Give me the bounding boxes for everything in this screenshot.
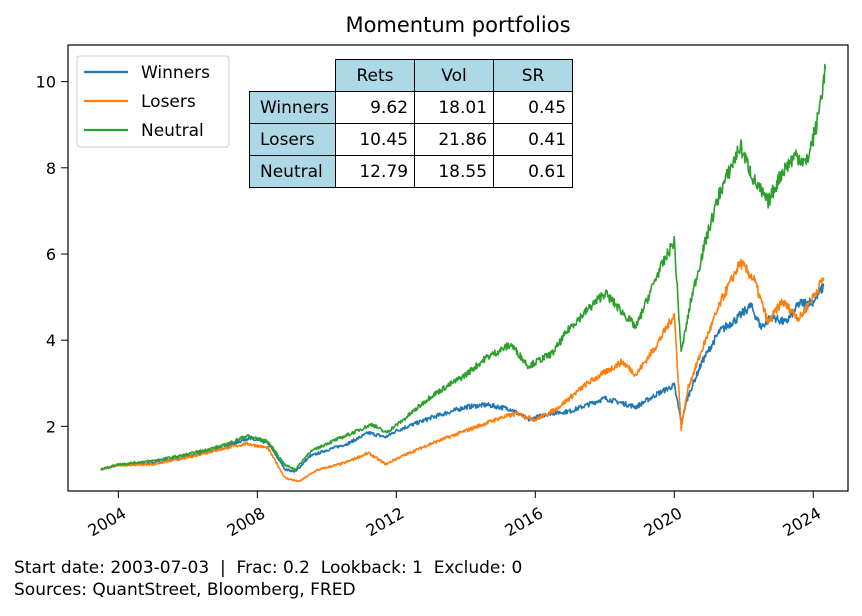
y-tick-label: 10 (36, 73, 56, 92)
stats-cell: 9.62 (335, 91, 416, 124)
series-layer (100, 63, 827, 483)
x-tick-label: 2004 (85, 503, 130, 540)
stats-table: Rets Vol SR Winners 9.62 18.01 0.45 Lose… (248, 59, 574, 188)
legend: Winners Losers Neutral (76, 55, 230, 148)
x-tick-label: 2008 (224, 503, 269, 540)
stats-row: Winners 9.62 18.01 0.45 (248, 91, 574, 124)
stats-corner (250, 60, 336, 92)
x-tick-label: 2024 (779, 503, 824, 540)
x-tick-label: 2012 (363, 503, 408, 540)
x-tick-label: 2016 (502, 503, 547, 540)
plot-frame (67, 44, 849, 492)
stats-row: Neutral 12.79 18.55 0.61 (248, 155, 574, 188)
stats-cell: 18.55 (414, 155, 495, 188)
legend-items: Winners Losers Neutral (84, 63, 210, 141)
stats-row-label: Losers (248, 123, 337, 156)
stats-col-header: Vol (414, 59, 495, 92)
stats-row-label: Winners (248, 91, 337, 124)
stats-cell: 0.41 (493, 123, 574, 156)
stats-cell: 21.86 (414, 123, 495, 156)
x-tick-label: 2020 (641, 503, 686, 540)
stats-cell: 0.61 (493, 155, 574, 188)
stats-cell: 12.79 (335, 155, 416, 188)
stats-cell: 18.01 (414, 91, 495, 124)
legend-label: Losers (141, 92, 196, 112)
stats-cell: 0.45 (493, 91, 574, 124)
chart-title: Momentum portfolios (345, 13, 570, 37)
stats-col-header: Rets (335, 59, 416, 92)
stats-row: Losers 10.45 21.86 0.41 (248, 123, 574, 156)
y-tick-label: 6 (46, 245, 56, 264)
stats-col-header: SR (493, 59, 574, 92)
stats-cell: 10.45 (335, 123, 416, 156)
y-tick-label: 4 (46, 331, 56, 350)
footer-sources: Sources: QuantStreet, Bloomberg, FRED (14, 580, 356, 600)
stats-header-row: Rets Vol SR (250, 59, 574, 92)
legend-label: Neutral (141, 121, 204, 141)
series-line-losers (100, 258, 825, 483)
y-tick-label: 2 (46, 417, 56, 436)
legend-box (76, 55, 230, 148)
stats-row-label: Neutral (248, 155, 337, 188)
series-line-neutral (100, 63, 827, 471)
footer-params: Start date: 2003-07-03 | Frac: 0.2 Lookb… (14, 558, 523, 578)
y-tick-label: 8 (46, 159, 56, 178)
legend-label: Winners (141, 63, 210, 83)
